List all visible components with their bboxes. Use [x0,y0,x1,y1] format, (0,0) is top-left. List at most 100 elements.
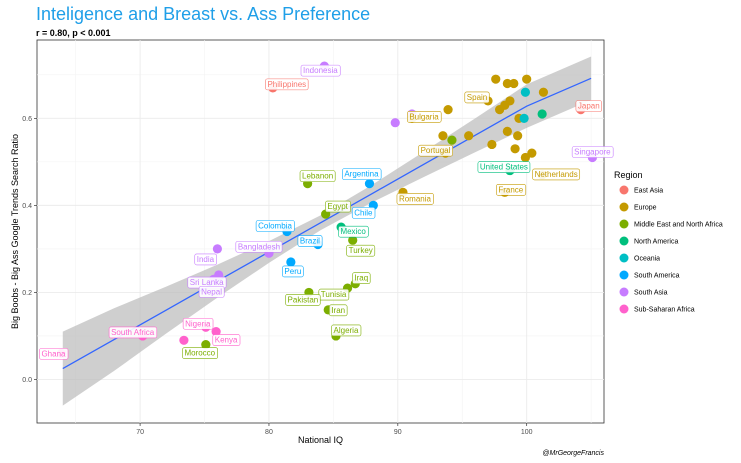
scatter-point [505,96,515,106]
point-label-box [235,240,283,253]
point-label-box [351,207,376,219]
x-tick-label: 90 [394,429,402,436]
point-label-text: Singapore [574,148,611,157]
point-label: Bulgaria [407,111,442,123]
legend-title: Region [614,170,643,180]
legend-key [619,185,629,195]
point-label-text: Iraq [354,274,368,283]
point-label-box [255,220,295,232]
point-label: Iran [329,304,348,317]
point-label-text: India [197,255,215,264]
point-label: France [496,184,527,196]
point-label-text: Colombia [258,222,292,231]
point-label-box [342,168,382,180]
point-label: Kenya [212,334,241,346]
point-label-text: Mexico [340,227,366,236]
legend-key [619,287,629,297]
point-label: Indonesia [300,64,341,77]
scatter-point [510,144,520,154]
scatter-point [201,340,211,350]
y-tick-label: 0.4 [22,203,32,210]
point-label-text: Morocco [184,349,215,358]
x-tick-label: 100 [521,429,533,436]
point-label-box [352,272,371,285]
legend-label: East Asia [634,188,663,195]
point-label-text: Netherlands [535,170,578,179]
point-label-text: Sri Lanka [190,278,224,287]
scatter-point [522,74,532,84]
point-label-box [182,317,214,330]
scatter-point [447,135,457,145]
x-axis-title: National IQ [298,435,343,445]
point-label-text: Argentina [344,170,379,179]
point-label: Spain [464,91,490,104]
confidence-band [62,56,592,406]
scatter-point [211,327,221,337]
scatter-point [502,78,512,89]
axis-layer: 70 80 90 100 0.0 0.2 0.4 0.6 National IQ Big Boob… [10,116,533,445]
legend-key [619,236,629,246]
scatter-point [212,244,223,254]
scatter-point [390,118,400,128]
point-label: Morocco [182,347,218,359]
y-tick-label: 0.2 [22,290,32,297]
x-tick-label: 70 [136,429,144,436]
caption: @MrGeorgeFrancis [542,450,604,457]
point-label-text: South Africa [111,328,155,337]
point-label: Ghana [39,348,69,360]
point-label-text: Nigeria [185,319,211,328]
scatter-point [464,131,474,141]
regression-line [62,77,592,370]
point-label-box [265,78,309,91]
point-label: Iraq [352,272,371,285]
point-label: Chile [351,207,376,219]
scatter-point [509,78,519,89]
point-label: India [194,253,217,266]
point-label-box [346,244,376,257]
point-label: South Africa [108,326,158,339]
point-label-text: Algeria [334,326,359,335]
scatter-point [364,179,375,189]
point-label: Lebanon [299,170,336,182]
point-label-text: Spain [467,93,487,102]
point-label: Bangladesh [235,240,283,253]
legend-key [619,304,629,314]
legend-key [619,253,629,263]
legend-label: Oceania [634,256,660,263]
point-label: Peru [282,265,304,278]
scatter-point [443,105,453,115]
legend-label: Middle East and North Africa [634,222,723,229]
legend-label: South Asia [634,290,668,297]
point-label-text: Romania [399,194,432,203]
scatter-point [502,126,512,136]
point-label-text: Japan [578,102,600,111]
point-label-text: Chile [354,208,373,217]
point-label: Tunisia [318,288,350,301]
point-label-text: Tunisia [321,290,347,299]
point-label: Algeria [331,324,362,337]
point-label-text: Philippines [267,80,306,89]
scatter-point [520,87,530,97]
point-label: Netherlands [532,168,581,181]
scatter-point [519,113,529,123]
point-label: Philippines [265,78,309,91]
legend-key [619,202,629,212]
point-label-text: United States [480,163,528,172]
point-label-text: Brazil [300,237,320,246]
point-label-box [108,326,158,339]
legend-label: Sub-Saharan Africa [634,307,695,314]
scatter-point [348,235,358,245]
y-axis-title: Big Boobs - Big Ass Google Trends Search… [10,134,20,329]
point-label: Nepal [198,286,225,298]
point-label: Colombia [255,220,295,232]
point-label-text: France [498,185,523,194]
point-label-box [532,168,581,181]
chart-subtitle: r = 0.80, p < 0.001 [36,28,111,38]
point-label-box [331,324,362,337]
scatter-point [179,335,189,345]
point-label-box [575,100,603,112]
point-label-box [300,64,341,77]
scatter-point [286,257,296,267]
point-label: Turkey [346,244,376,257]
